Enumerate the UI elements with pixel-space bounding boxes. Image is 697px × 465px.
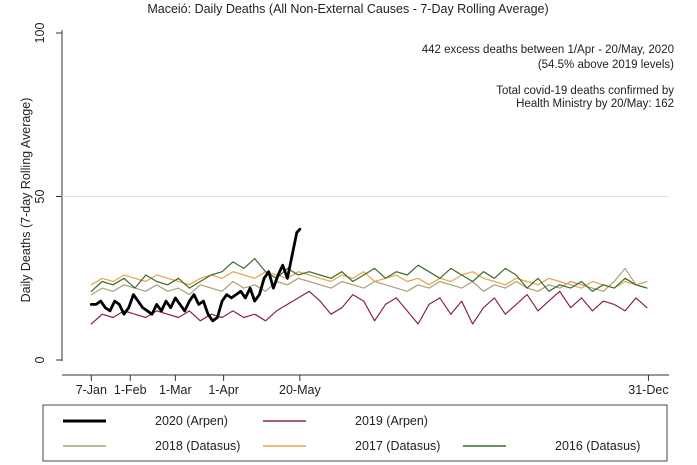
x-tick-label: 1-Mar <box>159 383 192 397</box>
series-line-2019-arpen <box>90 290 648 325</box>
y-tick-label: 100 <box>33 23 47 44</box>
legend-label: 2017 (Datasus) <box>355 439 440 453</box>
legend-label: 2020 (Arpen) <box>155 414 228 428</box>
legend-box <box>42 404 668 462</box>
x-tick-label: 7-Jan <box>76 383 107 397</box>
x-tick-label: 31-Dec <box>628 383 668 397</box>
x-axis-ticks: 7-Jan 1-Feb 1-Mar 1-Apr 20-May 31-Dec <box>76 375 669 397</box>
annotation-line: Health Ministry by 20/May: 162 <box>516 98 674 110</box>
annotations: 442 excess deaths between 1/Apr - 20/May… <box>422 44 675 110</box>
legend-label: 2016 (Datasus) <box>555 439 640 453</box>
annotation-line: (54.5% above 2019 levels) <box>538 59 674 71</box>
series-line-2018-datasus <box>90 267 648 296</box>
series-line-2020-arpen <box>89 227 302 323</box>
annotation-line: 442 excess deaths between 1/Apr - 20/May… <box>422 44 674 56</box>
series-line-2016-datasus <box>90 258 648 292</box>
x-tick-label: 20-May <box>279 383 321 397</box>
y-tick-label: 50 <box>33 190 47 204</box>
legend-label: 2018 (Datasus) <box>155 439 240 453</box>
chart-title: Maceió: Daily Deaths (All Non-External C… <box>147 2 548 16</box>
x-tick-label: 1-Feb <box>114 383 147 397</box>
y-tick-label: 0 <box>33 356 47 363</box>
axes <box>61 30 669 376</box>
legend-label: 2019 (Arpen) <box>355 414 428 428</box>
y-axis-ticks: 0 50 100 <box>33 23 62 363</box>
legend: 2020 (Arpen) 2019 (Arpen) 2018 (Datasus) 20… <box>42 404 668 462</box>
x-tick-label: 1-Apr <box>208 383 239 397</box>
y-axis-label: Daily Deaths (7-day Rolling Average) <box>19 98 33 303</box>
series-lines <box>89 227 648 325</box>
annotation-line: Total covid-19 deaths confirmed by <box>496 85 674 97</box>
